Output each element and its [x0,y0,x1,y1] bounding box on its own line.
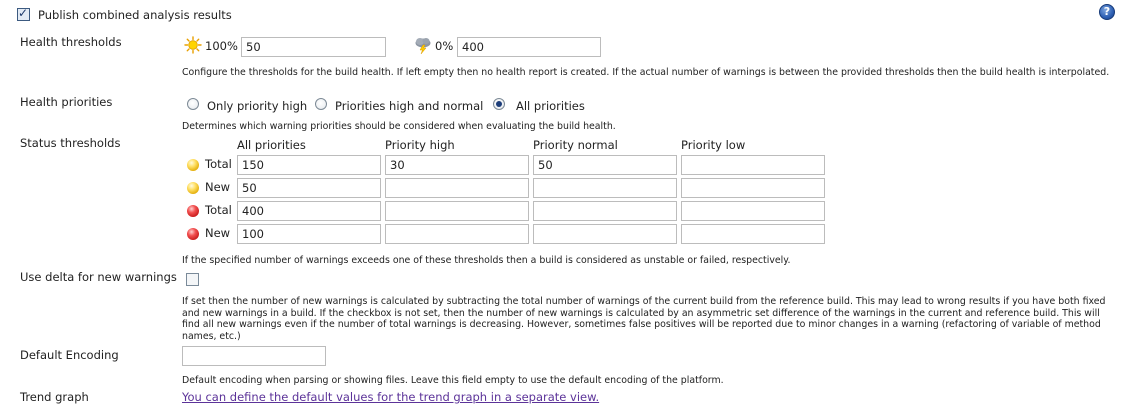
failed-total-all-input[interactable] [237,201,381,221]
unstable-new-normal-input[interactable] [533,178,677,198]
row-label-new-failed: New [205,226,231,240]
trend-graph-link[interactable]: You can define the default values for th… [182,390,600,404]
health-thresholds-label: Health thresholds [20,35,122,49]
radio-all-priorities[interactable] [493,98,505,110]
failed-status-icon [187,228,199,240]
publish-label: Publish combined analysis results [38,8,232,22]
default-encoding-input[interactable] [182,346,326,366]
failed-new-all-input[interactable] [237,224,381,244]
default-encoding-description: Default encoding when parsing or showing… [182,375,724,386]
health-thresholds-description: Configure the thresholds for the build h… [182,67,1110,78]
healthy-threshold-input[interactable] [241,37,386,57]
unstable-total-all-input[interactable] [237,155,381,175]
unstable-new-low-input[interactable] [681,178,825,198]
row-label-total-unstable: Total [205,157,232,171]
failed-new-high-input[interactable] [385,224,529,244]
row-label-total-failed: Total [205,203,232,217]
unhealthy-percent: 0% [435,39,454,53]
unstable-total-normal-input[interactable] [533,155,677,175]
default-encoding-label: Default Encoding [20,348,119,362]
help-icon[interactable]: ? [1099,4,1115,20]
storm-icon [413,36,433,55]
status-thresholds-description: If the specified number of warnings exce… [182,255,791,266]
failed-status-icon [187,205,199,217]
failed-total-high-input[interactable] [385,201,529,221]
unstable-status-icon [187,182,199,194]
column-header-all: All priorities [237,138,306,152]
unhealthy-threshold-input[interactable] [457,37,601,57]
trend-graph-label: Trend graph [20,390,89,404]
sun-icon [184,36,202,54]
use-delta-description: If set then the number of new warnings i… [182,296,1106,342]
use-delta-checkbox[interactable] [186,273,199,286]
column-header-high: Priority high [385,138,455,152]
healthy-percent: 100% [205,39,238,53]
radio-label-all: All priorities [516,99,585,113]
column-header-normal: Priority normal [533,138,618,152]
radio-only-priority-high[interactable] [187,98,199,110]
unstable-total-low-input[interactable] [681,155,825,175]
failed-new-normal-input[interactable] [533,224,677,244]
failed-total-normal-input[interactable] [533,201,677,221]
radio-label-only-high: Only priority high [207,99,308,113]
status-thresholds-label: Status thresholds [20,136,121,150]
publish-checkbox[interactable] [17,6,30,21]
health-priorities-description: Determines which warning priorities shou… [182,121,616,132]
failed-new-low-input[interactable] [681,224,825,244]
health-priorities-label: Health priorities [20,95,113,109]
use-delta-label: Use delta for new warnings [20,270,177,284]
unstable-new-high-input[interactable] [385,178,529,198]
row-label-new-unstable: New [205,180,231,194]
failed-total-low-input[interactable] [681,201,825,221]
unstable-total-high-input[interactable] [385,155,529,175]
unstable-new-all-input[interactable] [237,178,381,198]
unstable-status-icon [187,159,199,171]
column-header-low: Priority low [681,138,746,152]
radio-label-high-normal: Priorities high and normal [335,99,484,113]
radio-priorities-high-normal[interactable] [315,98,327,110]
